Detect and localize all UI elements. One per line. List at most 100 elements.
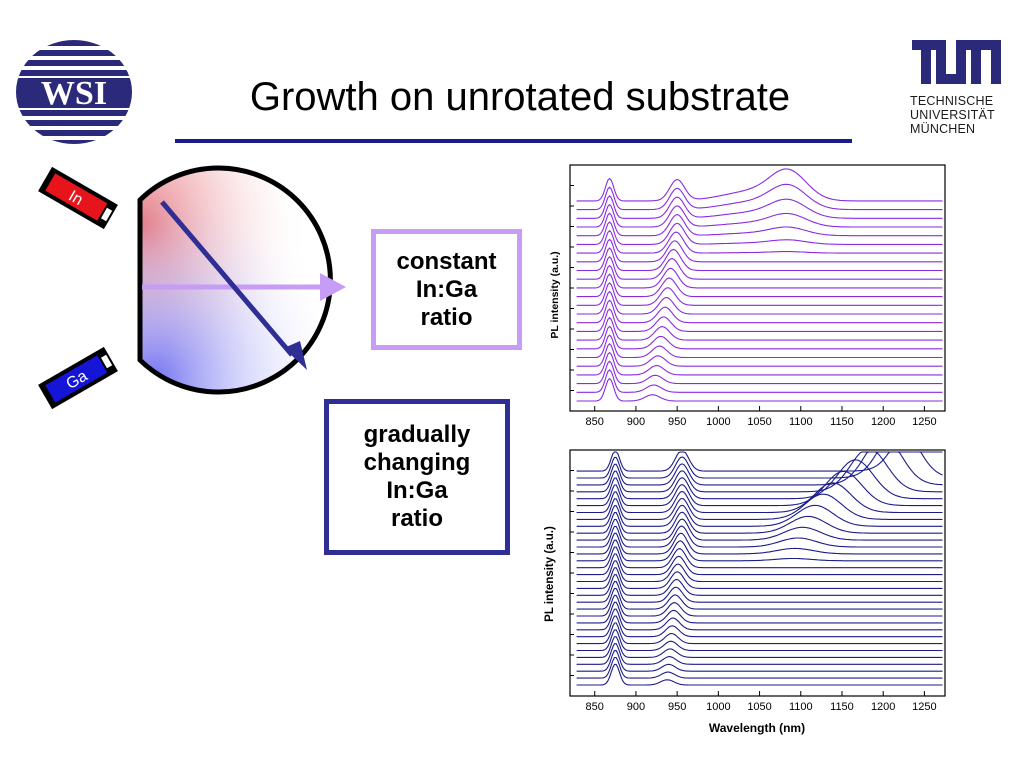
x-tick-label: 900 <box>627 416 645 428</box>
pl-trace <box>576 299 943 324</box>
x-tick-label: 1100 <box>789 416 813 428</box>
x-tick-label: 950 <box>668 416 686 428</box>
pl-trace <box>576 546 943 569</box>
pl-trace <box>576 203 943 228</box>
gradual-ratio-arrow <box>160 200 294 357</box>
pl-trace <box>576 553 943 576</box>
gradual-line-1: gradually <box>363 421 471 448</box>
pl-trace <box>576 560 943 583</box>
pl-trace <box>576 459 943 500</box>
tum-line-3: MÜNCHEN <box>910 122 976 136</box>
pl-trace <box>576 470 943 507</box>
pl-trace <box>576 601 943 624</box>
pl-trace <box>576 451 943 493</box>
plot-frame <box>569 449 946 697</box>
pl-trace <box>576 369 943 393</box>
trace-group <box>576 168 943 402</box>
wafer-diagram: In Ga <box>38 165 346 410</box>
pl-trace <box>576 511 943 534</box>
slide-title: Growth on unrotated substrate <box>249 75 791 119</box>
constant-line-2: In:Ga <box>415 275 478 303</box>
tum-mark-icon <box>912 40 1001 84</box>
title-underline <box>175 139 852 143</box>
pl-trace <box>576 183 943 211</box>
x-tick-label: 850 <box>586 701 604 713</box>
constant-line-1: constant <box>396 247 497 275</box>
pl-trace <box>576 636 943 658</box>
x-tick-label: 1000 <box>706 701 730 713</box>
pl-trace <box>576 273 943 298</box>
pl-trace <box>576 360 943 385</box>
pl-trace <box>576 377 943 402</box>
pl-trace <box>576 608 943 631</box>
x-tick-label: 1200 <box>871 701 895 713</box>
in-source-cell: In <box>38 166 118 230</box>
pl-trace <box>576 308 943 332</box>
pl-trace <box>576 212 943 237</box>
x-tick-label: 1150 <box>830 701 854 713</box>
ga-source-cell: Ga <box>38 346 118 410</box>
pl-trace <box>576 567 943 589</box>
pl-trace <box>576 482 943 514</box>
pl-trace <box>576 451 943 479</box>
x-tick-label: 1050 <box>747 701 771 713</box>
pl-chart-gradual: 850 900 950 1000 1050 1100 1150 1200 1250 PL int… <box>544 449 946 735</box>
x-tick-label: 900 <box>627 701 645 713</box>
y-axis-label: PL intensity (a.u.) <box>549 251 561 338</box>
pl-trace <box>576 615 943 638</box>
pl-trace <box>576 195 943 219</box>
pl-trace <box>576 643 943 665</box>
x-tick-label: 1250 <box>912 701 936 713</box>
pl-trace <box>576 351 943 376</box>
gradual-ratio-arrowhead <box>284 341 307 370</box>
x-tick-label: 950 <box>668 701 686 713</box>
pl-trace <box>576 622 943 645</box>
x-tick-label: 1250 <box>912 416 936 428</box>
pl-trace <box>576 325 943 350</box>
pl-trace <box>576 656 943 679</box>
gradual-line-2: changing <box>363 449 471 476</box>
gradual-ratio-box: gradually changing In:Ga ratio <box>324 399 510 555</box>
pl-trace <box>576 663 943 686</box>
pl-trace <box>576 629 943 652</box>
pl-trace <box>576 282 943 306</box>
pl-trace <box>576 504 943 527</box>
pl-trace <box>576 264 943 289</box>
pl-trace <box>576 168 943 202</box>
wsi-logo: WSI <box>16 40 132 144</box>
y-axis-label: PL intensity (a.u.) <box>544 526 556 622</box>
x-tick-group: 850 900 950 1000 1050 1100 1150 1200 1250 <box>570 185 937 428</box>
tum-line-2: UNIVERSITÄT <box>910 108 995 122</box>
pl-trace <box>576 343 943 367</box>
pl-trace <box>576 525 943 548</box>
wsi-logo-text: WSI <box>41 75 107 112</box>
pl-trace <box>576 493 943 520</box>
gradual-line-4: ratio <box>390 505 443 532</box>
pl-trace <box>576 574 943 596</box>
tum-logo: TECHNISCHE UNIVERSITÄT MÜNCHEN <box>910 38 1005 148</box>
gradual-line-3: In:Ga <box>386 477 448 504</box>
pl-chart-constant: 850 900 950 1000 1050 1100 1150 1200 1250 PL int… <box>549 164 946 428</box>
constant-ratio-box: constant In:Ga ratio <box>371 229 522 350</box>
pl-trace <box>576 238 943 263</box>
pl-trace <box>576 587 943 610</box>
pl-trace <box>576 290 943 315</box>
pl-trace <box>576 247 943 272</box>
x-tick-label: 850 <box>586 416 604 428</box>
pl-trace <box>576 316 943 341</box>
x-tick-label: 1000 <box>706 416 730 428</box>
pl-trace <box>576 451 943 472</box>
x-axis-label: Wavelength (nm) <box>709 721 805 735</box>
x-tick-label: 1200 <box>871 416 895 428</box>
pl-trace <box>576 539 943 562</box>
pl-trace <box>576 229 943 254</box>
constant-line-3: ratio <box>420 303 473 331</box>
pl-trace <box>576 532 943 555</box>
pl-trace <box>576 221 943 245</box>
x-tick-label: 1100 <box>789 701 813 713</box>
constant-ratio-arrowhead <box>320 273 346 301</box>
pl-trace <box>576 518 943 541</box>
x-tick-group: 850 900 950 1000 1050 1100 1150 1200 1250 <box>570 470 937 713</box>
x-tick-label: 1050 <box>747 416 771 428</box>
tum-line-1: TECHNISCHE <box>910 94 994 108</box>
